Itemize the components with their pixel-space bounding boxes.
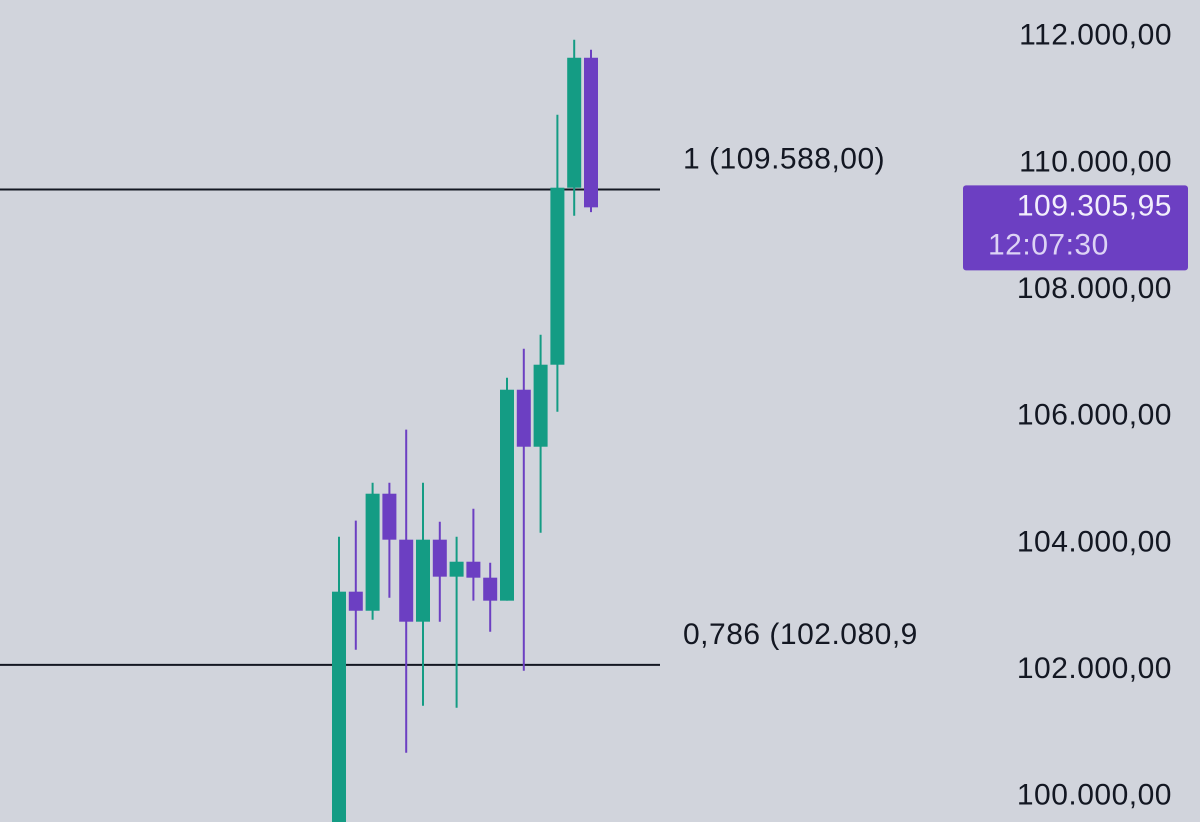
level-label: 1 (109.588,00) xyxy=(683,142,885,175)
candle-body xyxy=(533,364,548,447)
candle-body xyxy=(348,591,363,611)
y-tick-label: 100.000,00 xyxy=(1017,779,1172,812)
price-label: 109.305,95 xyxy=(1017,189,1172,222)
candle-body xyxy=(382,493,397,540)
candle-body xyxy=(399,539,414,622)
candle-body xyxy=(332,591,346,822)
candle-body xyxy=(483,577,498,601)
y-tick-label: 106.000,00 xyxy=(1017,399,1172,432)
price-axis: 100.000,00 102.000,00 104.000,00 106.000,00… xyxy=(963,19,1188,812)
y-tick-label: 102.000,00 xyxy=(1017,652,1172,685)
countdown-label: 12:07:30 xyxy=(988,228,1109,261)
candle-body xyxy=(516,389,531,447)
y-tick-label: 110.000,00 xyxy=(1019,145,1172,178)
y-tick-label: 112.000,00 xyxy=(1019,19,1172,52)
candle-body xyxy=(466,561,481,578)
level-label: 0,786 (102.080,9 xyxy=(683,618,918,651)
price-badge xyxy=(963,185,1188,271)
candle-body xyxy=(550,187,565,365)
candle-body xyxy=(584,57,598,208)
candle-body xyxy=(432,539,447,577)
candle-body xyxy=(365,493,380,611)
plot-area: 1 (109.588,00) 0,786 (102.080,9 xyxy=(0,39,918,822)
candle-body xyxy=(449,561,464,577)
candle-body xyxy=(567,57,582,188)
y-tick-label: 108.000,00 xyxy=(1017,272,1172,305)
candle-body xyxy=(500,389,514,601)
candle-body xyxy=(416,539,430,622)
y-tick-label: 104.000,00 xyxy=(1017,525,1172,558)
